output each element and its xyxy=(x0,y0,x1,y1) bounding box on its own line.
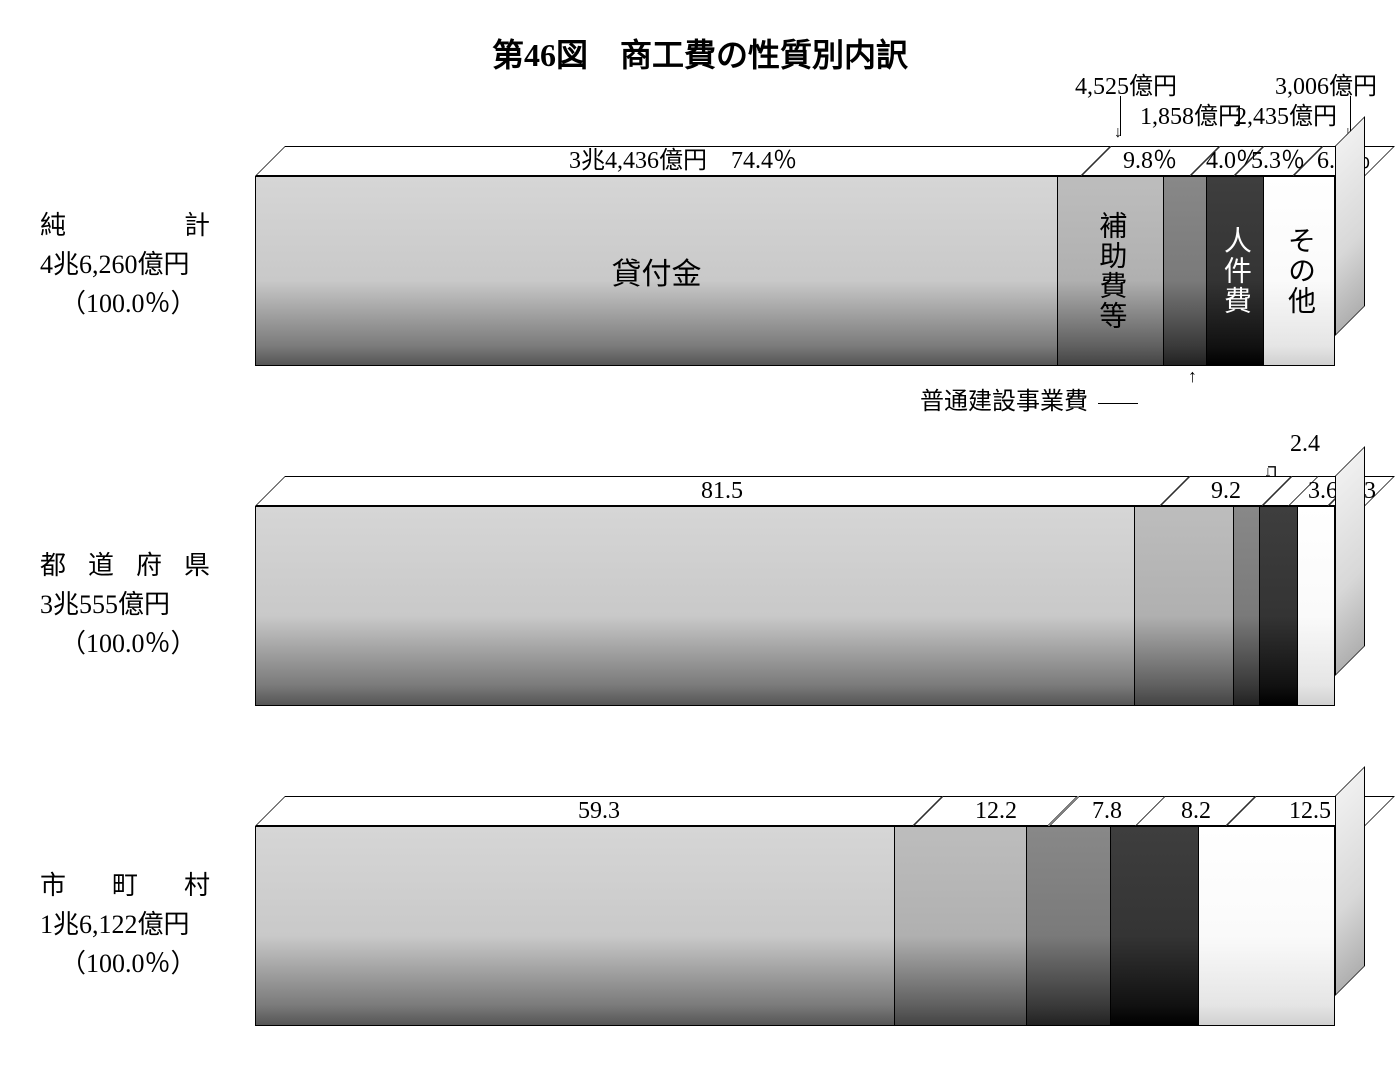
segment-top-label: 7.8 xyxy=(1092,797,1122,825)
bar-segment xyxy=(256,507,1135,705)
bar-front: 貸付金 補助費等 人件費その他 xyxy=(255,176,1335,366)
row-amount: 1兆6,122億円 xyxy=(40,905,240,944)
bar-row-municipality: 市 町 村 1兆6,122億円 （100.0％） 59.312.27.88.21… xyxy=(40,756,1360,1036)
bar-segment: その他 xyxy=(1264,177,1334,365)
callout-construction: 普通建設事業費 xyxy=(920,381,1138,416)
bar-segment xyxy=(1111,827,1199,1025)
row-percent: （100.0％） xyxy=(40,944,240,983)
bar-segment xyxy=(1027,827,1111,1025)
chart-area: 純 計 4兆6,260億円 （100.0％） 4,525億円 1,858億円 2… xyxy=(40,96,1360,1036)
bar-right-side xyxy=(1335,116,1365,336)
row-name: 都道府県 xyxy=(40,546,210,585)
bar-top-strip: 3兆4,436億円 74.4％9.8％4.0％5.3％6.5％ xyxy=(255,146,1365,176)
segment-top-label: 9.2 xyxy=(1211,477,1241,505)
row-amount: 4兆6,260億円 xyxy=(40,245,240,284)
bar-segment xyxy=(256,827,895,1025)
bar-top-segment: 59.3 xyxy=(255,796,943,826)
bar-row-prefecture: 都道府県 3兆555億円 （100.0％） 2.4 ┐ ↓ 81.59.23.6… xyxy=(40,436,1360,716)
segment-inner-label: 人件費 xyxy=(1215,226,1255,316)
callout-connector xyxy=(1098,403,1138,404)
callout-text: 普通建設事業費 xyxy=(920,389,1088,415)
bar-3d: 81.59.23.63.3 xyxy=(255,506,1335,706)
arrow-head: ↓ xyxy=(1114,124,1122,142)
bar-top-strip: 59.3 12.2 7.8 8.2 12.5 xyxy=(255,796,1365,826)
bar-top-segment: 12.5 xyxy=(1226,796,1395,826)
bar-segment: 補助費等 xyxy=(1058,177,1164,365)
segment-top-label: 12.2 xyxy=(975,797,1017,825)
callout-1858: 1,858億円 xyxy=(1140,96,1242,131)
row-label-total: 純 計 4兆6,260億円 （100.0％） xyxy=(40,206,240,323)
callout-2-4: 2.4 xyxy=(1290,431,1320,458)
bar-3d: 3兆4,436億円 74.4％9.8％4.0％5.3％6.5％ 貸付金補助費等人… xyxy=(255,176,1335,366)
bar-top-segment: 3兆4,436億円 74.4％ xyxy=(255,146,1111,176)
bar-row-total: 純 計 4兆6,260億円 （100.0％） 4,525億円 1,858億円 2… xyxy=(40,96,1360,396)
bar-front xyxy=(255,506,1335,706)
row-label-prefecture: 都道府県 3兆555億円 （100.0％） xyxy=(40,546,240,663)
bar-top-strip: 81.59.23.63.3 xyxy=(255,476,1365,506)
segment-top-label: 59.3 xyxy=(578,797,620,825)
row-name: 純 計 xyxy=(40,206,210,245)
segment-top-label: 9.8％ xyxy=(1123,147,1177,175)
bar-segment xyxy=(1199,827,1334,1025)
bar-front xyxy=(255,826,1335,1026)
bar-segment xyxy=(1298,507,1334,705)
bar-segment xyxy=(1135,507,1234,705)
row-amount: 3兆555億円 xyxy=(40,585,240,624)
bar-segment: 貸付金 xyxy=(256,177,1058,365)
callout-2435: 2,435億円 xyxy=(1235,96,1337,131)
bar-segment xyxy=(895,827,1027,1025)
row-label-municipality: 市 町 村 1兆6,122億円 （100.0％） xyxy=(40,866,240,983)
bar-segment: 人件費 xyxy=(1207,177,1264,365)
row-percent: （100.0％） xyxy=(40,284,240,323)
segment-top-label: 3兆4,436億円 74.4％ xyxy=(569,147,797,175)
bar-right-side xyxy=(1335,766,1365,996)
bar-segment xyxy=(1164,177,1207,365)
chart-title: 第46図 商工費の性質別内訳 xyxy=(0,0,1400,96)
bar-segment xyxy=(1260,507,1299,705)
bar-3d: 59.312.27.88.212.5 xyxy=(255,826,1335,1026)
segment-top-label: 81.5 xyxy=(701,477,743,505)
bar-right-side xyxy=(1335,446,1365,676)
segment-inner-label: 補助費等 xyxy=(1090,211,1130,331)
row-name: 市 町 村 xyxy=(40,866,210,905)
segment-inner-label: 貸付金 xyxy=(612,249,702,293)
bar-top-segment: 81.5 xyxy=(255,476,1190,506)
callout-3006: 3,006億円 xyxy=(1275,66,1377,101)
arrow-up: ↑ xyxy=(1188,366,1197,387)
segment-inner-label: その他 xyxy=(1279,226,1319,316)
bar-segment xyxy=(1234,507,1260,705)
segment-top-label: 8.2 xyxy=(1181,797,1211,825)
segment-top-label: 12.5 xyxy=(1290,797,1332,825)
row-percent: （100.0％） xyxy=(40,624,240,663)
